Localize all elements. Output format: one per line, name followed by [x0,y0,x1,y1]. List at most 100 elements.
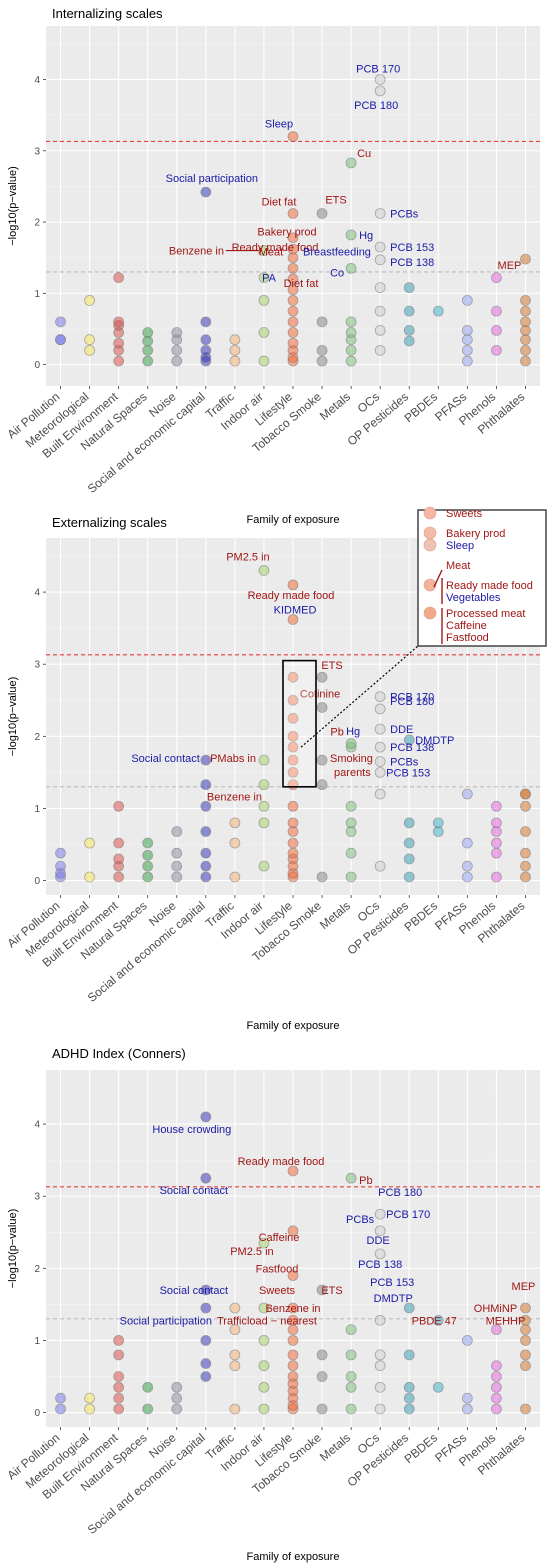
data-point [113,1335,125,1346]
point-label: Diet fat [284,278,319,290]
inset-label: Bakery prod [446,528,505,540]
y-axis-label: −log10(p−value) [7,1209,19,1289]
point-label: OHMiNP [474,1303,517,1315]
point-label: DMDTP [415,735,454,747]
point-label: Social participation [120,1315,212,1327]
point-label: Trafficload − nearest [217,1315,317,1327]
data-point [287,712,299,724]
data-point [200,344,212,356]
inset-label: Sweets [446,508,483,520]
point-label: Social participation [166,173,258,185]
data-point [520,1314,531,1326]
data-point [229,817,241,829]
data-point [200,860,212,872]
data-point [200,1335,212,1346]
data-point [229,1349,241,1361]
x-tick-label: Metals [317,390,353,423]
data-point [142,871,154,883]
data-point [403,1349,415,1361]
data-point [491,817,502,829]
data-point [345,344,357,356]
data-point [287,243,299,255]
data-point [491,1371,502,1382]
data-point [374,788,386,800]
data-point [374,766,386,778]
data-point [287,337,299,349]
data-point [520,305,531,317]
y-tick-label: 4 [34,588,40,599]
data-point [287,671,299,683]
data-point [113,1403,125,1415]
data-point [461,788,473,800]
data-point [287,1270,299,1281]
data-point [316,671,328,683]
point-label: Bakery prod [257,227,316,239]
data-point [258,295,270,306]
point-label: Fastfood [256,1264,299,1276]
point-label: Cotinine [300,688,340,700]
data-point [491,344,502,356]
data-point [403,1392,415,1404]
point-label: DDE [390,724,413,736]
data-point [316,316,328,328]
data-point [113,355,125,367]
data-point [142,849,154,861]
data-point [403,837,415,849]
data-point [491,1392,502,1404]
data-point [403,1302,415,1314]
data-point [461,837,473,849]
data-point [345,800,357,812]
data-point [200,186,212,198]
data-point [461,1335,473,1346]
data-point [461,295,473,306]
data-point [229,1324,241,1336]
point-label: PCBs [390,757,419,769]
data-point [229,355,241,367]
point-label: Sweets [259,1285,296,1297]
data-point [491,1324,502,1336]
data-point [403,324,415,336]
data-point [258,1302,270,1314]
data-point [374,1208,386,1220]
data-point [171,1381,183,1393]
data-point [374,756,386,767]
data-point [316,702,328,713]
data-point [345,847,357,859]
x-tick-label: PBDEs [402,390,441,426]
x-axis-label: Family of exposure [247,1020,340,1032]
data-point [432,817,444,829]
point-label: PCB 153 [370,1277,414,1289]
data-point [200,334,212,346]
data-point [113,272,125,284]
data-point [520,1360,531,1372]
point-label: PCB 180 [390,696,434,708]
point-label: MEP [498,260,522,272]
data-point [520,1403,531,1415]
data-point [200,1358,212,1369]
data-point [113,1381,125,1393]
data-point [84,334,95,346]
data-point [171,860,183,872]
point-label: Cu [357,148,371,160]
data-point [520,316,531,328]
data-point [316,1403,328,1415]
y-tick-label: 3 [34,1192,40,1203]
data-point [520,334,531,346]
data-point [403,734,415,746]
point-label: PCB 180 [354,100,398,112]
data-point [287,208,299,219]
data-point [287,766,299,778]
data-point [520,871,531,883]
data-point [84,1403,95,1415]
data-point [461,334,473,346]
point-label: PA [262,273,277,285]
data-point [432,1314,444,1326]
point-label: Breastfeeding [303,247,371,259]
point-label: DMDTP [374,1293,413,1305]
data-point [287,1335,299,1346]
data-point [258,779,270,791]
data-point [345,871,357,883]
data-point [461,871,473,883]
data-point [200,1302,212,1314]
